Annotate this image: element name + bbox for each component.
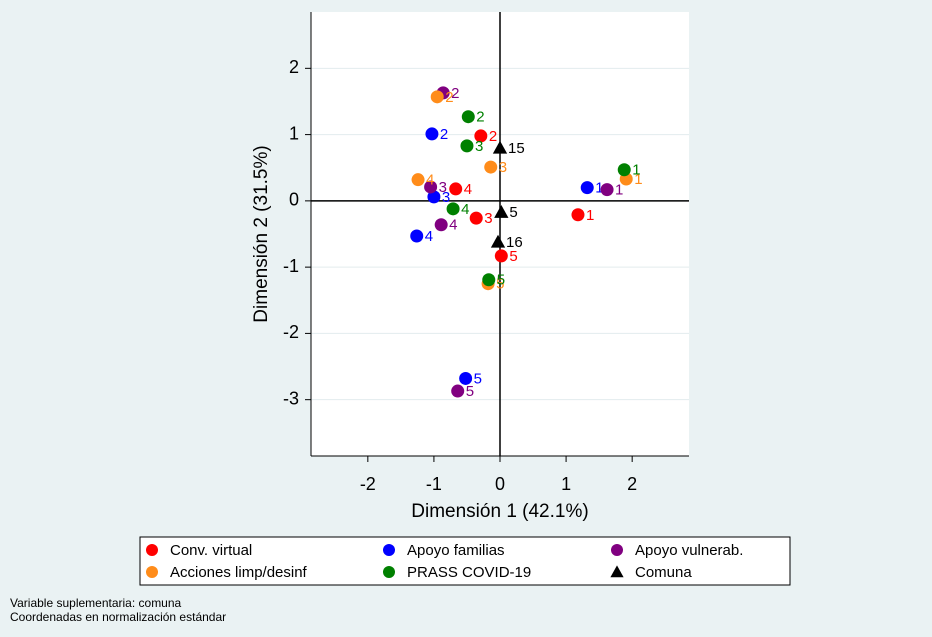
point-label: 4: [464, 181, 472, 198]
legend-label: Acciones limp/desinf: [170, 564, 308, 581]
point: [446, 202, 460, 216]
point-label: 3: [439, 179, 447, 196]
point: [459, 371, 473, 385]
y-axis-title: Dimensión 2 (31.5%): [251, 145, 272, 322]
x-tick-label: -1: [426, 474, 442, 494]
point: [571, 208, 585, 222]
legend-marker: [383, 566, 395, 578]
point: [427, 190, 441, 204]
point-label: 15: [508, 140, 525, 157]
y-tick-label: -2: [283, 322, 299, 342]
x-tick-label: 2: [627, 474, 637, 494]
point: [617, 163, 631, 177]
point-label: 5: [466, 383, 474, 400]
note: Coordenadas en normalización estándar: [10, 610, 226, 624]
point: [494, 204, 509, 218]
point: [494, 249, 508, 263]
point-label: 5: [474, 370, 482, 387]
legend-label: PRASS COVID-19: [407, 564, 531, 581]
point: [474, 129, 488, 143]
x-axis-title: Dimensión 1 (42.1%): [411, 501, 588, 522]
point-label: 4: [449, 217, 457, 234]
x-tick-label: -2: [360, 474, 376, 494]
legend-label: Apoyo vulnerab.: [635, 542, 743, 559]
point-label: 4: [426, 172, 434, 189]
point: [449, 182, 463, 196]
point: [461, 110, 475, 124]
legend: [139, 536, 791, 586]
note: Variable suplementaria: comuna: [10, 596, 182, 610]
point: [434, 218, 448, 232]
y-tick-label: 0: [289, 190, 299, 210]
point: [492, 140, 508, 154]
point-label: 5: [496, 276, 504, 293]
point-label: 2: [476, 109, 484, 126]
point-label: 4: [461, 201, 469, 218]
point-label: 5: [497, 272, 505, 289]
point: [469, 211, 483, 225]
x-tick-label: 1: [561, 474, 571, 494]
legend-marker: [146, 566, 158, 578]
point: [580, 181, 594, 195]
point: [411, 173, 425, 187]
legend-marker: [383, 544, 395, 556]
point: [410, 229, 424, 243]
legend-marker: [610, 565, 624, 578]
point-label: 3: [442, 189, 450, 206]
point-label: 2: [489, 128, 497, 145]
point-label: 5: [509, 204, 517, 221]
point-label: 1: [632, 162, 640, 179]
point-label: 1: [586, 207, 594, 224]
point: [430, 90, 444, 104]
legend-label: Conv. virtual: [170, 542, 252, 559]
point-label: 2: [445, 89, 453, 106]
point: [425, 127, 439, 141]
point-label: 16: [506, 234, 523, 251]
y-tick-label: -1: [283, 256, 299, 276]
point-label: 2: [451, 85, 459, 102]
y-tick-label: -3: [283, 388, 299, 408]
point: [490, 234, 506, 248]
point: [451, 384, 465, 398]
point-label: 3: [499, 159, 507, 176]
point-label: 5: [509, 248, 517, 265]
point-label: 3: [475, 138, 483, 155]
legend-marker: [146, 544, 158, 556]
point-label: 1: [634, 171, 642, 188]
point-label: 3: [484, 210, 492, 227]
point: [460, 139, 474, 153]
y-tick-label: 2: [289, 57, 299, 77]
legend-label: Apoyo familias: [407, 542, 505, 559]
point: [424, 180, 438, 194]
point-label: 2: [440, 126, 448, 143]
point-label: 1: [595, 180, 603, 197]
point-label: 4: [425, 228, 433, 245]
x-tick-label: 0: [495, 474, 505, 494]
legend-marker: [611, 544, 623, 556]
point-label: 1: [615, 182, 623, 199]
point: [482, 273, 496, 287]
point: [600, 183, 614, 197]
legend-label: Comuna: [635, 564, 692, 581]
y-tick-label: 1: [289, 123, 299, 143]
point: [484, 160, 498, 174]
